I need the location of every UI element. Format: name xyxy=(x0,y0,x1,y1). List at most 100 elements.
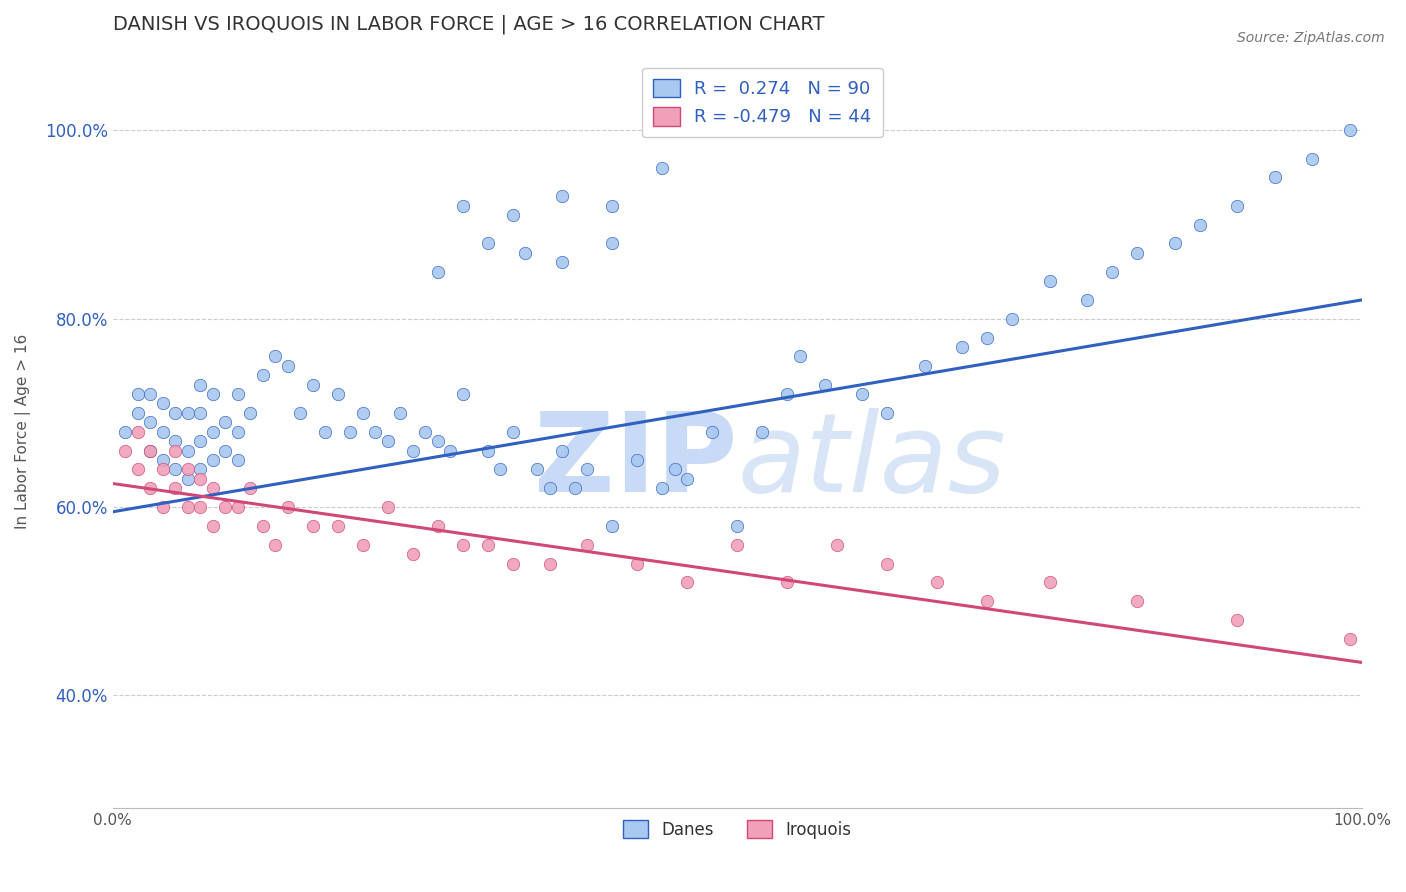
Point xyxy=(1339,632,1361,646)
Point xyxy=(426,519,449,533)
Point xyxy=(602,199,624,213)
Point xyxy=(576,462,599,476)
Point xyxy=(626,453,648,467)
Point xyxy=(477,538,499,552)
Point xyxy=(927,575,949,590)
Point xyxy=(177,500,200,514)
Point xyxy=(626,557,648,571)
Point xyxy=(226,453,249,467)
Point xyxy=(264,350,287,364)
Point xyxy=(513,245,536,260)
Point xyxy=(1188,218,1211,232)
Point xyxy=(1226,199,1249,213)
Point xyxy=(127,425,149,439)
Point xyxy=(551,255,574,269)
Point xyxy=(1163,236,1185,251)
Point xyxy=(602,236,624,251)
Point xyxy=(352,406,374,420)
Point xyxy=(1101,265,1123,279)
Point xyxy=(301,377,323,392)
Point xyxy=(538,481,561,495)
Point xyxy=(1301,152,1323,166)
Point xyxy=(950,340,973,354)
Point xyxy=(226,500,249,514)
Text: ZIP: ZIP xyxy=(534,409,737,516)
Point xyxy=(139,443,162,458)
Point xyxy=(188,377,211,392)
Point xyxy=(239,481,262,495)
Point xyxy=(127,387,149,401)
Point xyxy=(252,368,274,383)
Point xyxy=(214,443,236,458)
Point xyxy=(401,443,423,458)
Point xyxy=(789,350,811,364)
Point xyxy=(1076,293,1098,307)
Point xyxy=(188,406,211,420)
Point xyxy=(1126,245,1149,260)
Point xyxy=(339,425,361,439)
Point xyxy=(976,594,998,608)
Point xyxy=(165,406,187,420)
Point xyxy=(451,387,474,401)
Text: atlas: atlas xyxy=(737,409,1007,516)
Point xyxy=(776,575,799,590)
Point xyxy=(389,406,412,420)
Point xyxy=(152,453,174,467)
Point xyxy=(326,387,349,401)
Point xyxy=(451,538,474,552)
Point xyxy=(165,481,187,495)
Point xyxy=(502,557,524,571)
Point xyxy=(827,538,849,552)
Point xyxy=(751,425,773,439)
Text: DANISH VS IROQUOIS IN LABOR FORCE | AGE > 16 CORRELATION CHART: DANISH VS IROQUOIS IN LABOR FORCE | AGE … xyxy=(112,15,824,35)
Point xyxy=(152,396,174,410)
Point xyxy=(288,406,311,420)
Point xyxy=(451,199,474,213)
Point xyxy=(526,462,548,476)
Point xyxy=(152,462,174,476)
Point xyxy=(576,538,599,552)
Point xyxy=(1039,575,1062,590)
Point xyxy=(876,557,898,571)
Point xyxy=(301,519,323,533)
Point xyxy=(165,462,187,476)
Point xyxy=(651,161,673,175)
Point xyxy=(201,387,224,401)
Point xyxy=(114,443,136,458)
Point xyxy=(725,519,748,533)
Point xyxy=(1264,170,1286,185)
Point xyxy=(477,443,499,458)
Point xyxy=(177,406,200,420)
Point xyxy=(1226,613,1249,627)
Point xyxy=(426,265,449,279)
Point xyxy=(439,443,461,458)
Point xyxy=(177,472,200,486)
Point xyxy=(502,425,524,439)
Point xyxy=(676,472,699,486)
Point xyxy=(914,359,936,373)
Point xyxy=(664,462,686,476)
Point xyxy=(139,387,162,401)
Point xyxy=(1339,123,1361,137)
Point xyxy=(201,425,224,439)
Point xyxy=(188,472,211,486)
Point xyxy=(139,481,162,495)
Point xyxy=(214,500,236,514)
Point xyxy=(551,189,574,203)
Y-axis label: In Labor Force | Age > 16: In Labor Force | Age > 16 xyxy=(15,334,31,529)
Point xyxy=(214,415,236,429)
Point xyxy=(413,425,436,439)
Point xyxy=(264,538,287,552)
Text: Source: ZipAtlas.com: Source: ZipAtlas.com xyxy=(1237,31,1385,45)
Point xyxy=(1039,274,1062,288)
Point xyxy=(139,443,162,458)
Point xyxy=(502,208,524,222)
Point xyxy=(814,377,837,392)
Point xyxy=(602,519,624,533)
Point xyxy=(177,443,200,458)
Point xyxy=(239,406,262,420)
Point xyxy=(201,519,224,533)
Point xyxy=(1001,311,1024,326)
Point xyxy=(127,406,149,420)
Point xyxy=(188,500,211,514)
